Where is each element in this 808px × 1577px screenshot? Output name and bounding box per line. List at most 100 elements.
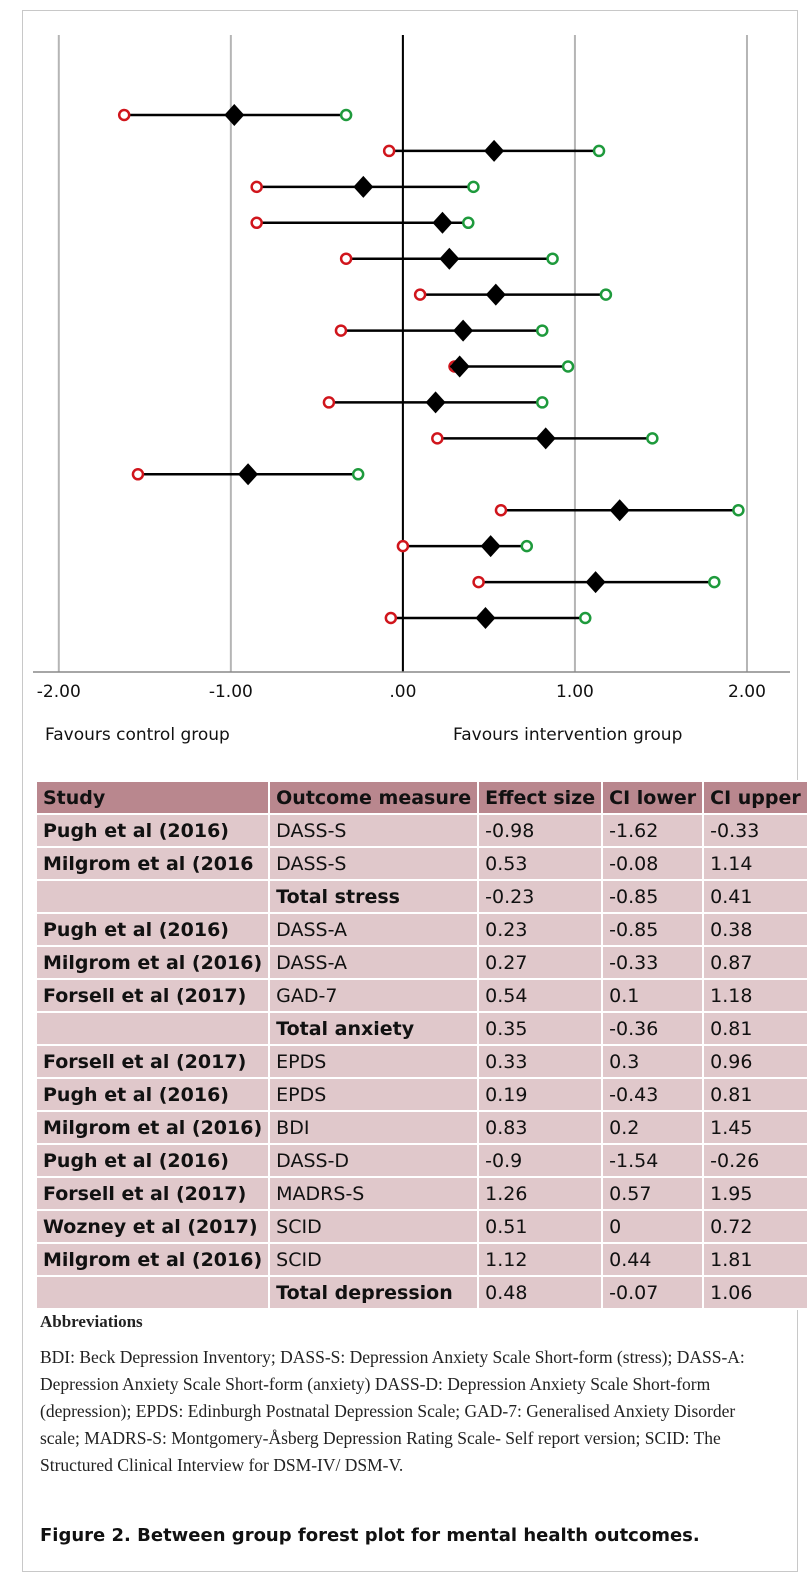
value-cell: 1.18 xyxy=(702,978,808,1013)
outcome-cell: Total anxiety xyxy=(268,1011,480,1046)
outcome-cell: MADRS-S xyxy=(268,1176,480,1211)
value-cell: 1.12 xyxy=(477,1242,604,1277)
table-row: Total stress -0.23 -0.85 0.41 xyxy=(34,879,808,914)
study-cell: Forsell et al (2017) xyxy=(34,978,271,1013)
value-cell: 0.44 xyxy=(601,1242,705,1277)
study-cell: Pugh et al (2016) xyxy=(34,912,271,947)
effect-diamond xyxy=(449,355,470,378)
ci-upper xyxy=(732,503,745,517)
value-cell: -0.43 xyxy=(601,1077,705,1112)
value-cell: -0.33 xyxy=(601,945,705,980)
ci-lower xyxy=(339,252,353,265)
value-cell: 0.23 xyxy=(477,912,604,947)
effect-diamond xyxy=(475,607,496,629)
table-row: Milgrom et al (2016) DASS-A 0.27 -0.33 0.87 xyxy=(34,945,808,980)
outcome-cell: SCID xyxy=(268,1209,480,1244)
ci-upper xyxy=(462,216,475,230)
effect-diamond xyxy=(432,211,453,234)
ci-upper xyxy=(520,539,534,553)
value-cell: 0.87 xyxy=(702,945,808,980)
value-cell: 1.45 xyxy=(702,1110,808,1145)
ci-upper xyxy=(599,288,613,301)
ci-upper xyxy=(592,144,606,158)
study-cell: Pugh et al (2016) xyxy=(34,1143,271,1178)
outcome-cell: Total stress xyxy=(268,879,480,914)
value-cell: 0.35 xyxy=(477,1011,604,1046)
ci-lower xyxy=(131,468,145,481)
value-cell: 0.38 xyxy=(702,912,808,947)
ci-upper xyxy=(579,611,592,625)
column-header: Outcome measure xyxy=(268,780,480,815)
value-cell: 0.81 xyxy=(702,1077,808,1112)
value-cell: -0.08 xyxy=(601,846,705,881)
ci-lower xyxy=(494,503,508,517)
ci-lower xyxy=(413,288,427,301)
table-row: Milgrom et al (2016 DASS-S 0.53 -0.08 1.14 xyxy=(34,846,808,881)
value-cell: -0.07 xyxy=(601,1275,705,1310)
value-cell: -0.98 xyxy=(477,813,604,848)
study-cell: Forsell et al (2017) xyxy=(34,1176,271,1211)
effect-diamond xyxy=(480,535,501,558)
notes: Abbreviations BDI: Beck Depression Inven… xyxy=(40,1312,770,1479)
outcome-cell: DASS-D xyxy=(268,1143,480,1178)
value-cell: -0.33 xyxy=(702,813,808,848)
ci-upper xyxy=(708,575,721,589)
effect-diamond xyxy=(484,139,505,162)
value-cell: -0.26 xyxy=(702,1143,808,1178)
table-row: Pugh et al (2016) DASS-S -0.98 -1.62 -0.33 xyxy=(34,813,808,848)
value-cell: 0.54 xyxy=(477,978,604,1013)
effect-diamond xyxy=(585,571,606,594)
effect-diamond xyxy=(238,463,259,486)
outcome-cell: DASS-S xyxy=(268,846,480,881)
notes-heading: Abbreviations xyxy=(40,1312,143,1331)
effect-diamond xyxy=(485,283,506,306)
table-row: Wozney et al (2017) SCID 0.51 0 0.72 xyxy=(34,1209,808,1244)
ci-lower xyxy=(322,396,336,409)
value-cell: 0.83 xyxy=(477,1110,604,1145)
effect-diamond xyxy=(439,247,460,270)
value-cell: 0.2 xyxy=(601,1110,705,1145)
header-row: Study Outcome measure Effect size CI lower C… xyxy=(34,780,808,815)
outcome-cell: SCID xyxy=(268,1242,480,1277)
study-cell: Milgrom et al (2016) xyxy=(34,945,271,980)
value-cell: 0.3 xyxy=(601,1044,705,1079)
ci-upper xyxy=(467,180,480,194)
x-tick-label: -2.00 xyxy=(37,682,81,702)
value-cell: 0.72 xyxy=(702,1209,808,1244)
value-cell: -0.23 xyxy=(477,879,604,914)
study-cell: Forsell et al (2017) xyxy=(34,1044,271,1079)
value-cell: -0.36 xyxy=(601,1011,705,1046)
ci-lower xyxy=(431,432,444,445)
ci-lower xyxy=(396,539,410,553)
table-row: Pugh et al (2016) DASS-D -0.9 -1.54 -0.26 xyxy=(34,1143,808,1178)
effect-diamond xyxy=(453,319,474,342)
outcome-cell: BDI xyxy=(268,1110,480,1145)
table-row: Forsell et al (2017) GAD-7 0.54 0.1 1.18 xyxy=(34,978,808,1013)
table-row: Total anxiety 0.35 -0.36 0.81 xyxy=(34,1011,808,1046)
study-cell xyxy=(34,879,271,914)
value-cell: 0 xyxy=(601,1209,705,1244)
outcome-cell: DASS-S xyxy=(268,813,480,848)
value-cell: 0.1 xyxy=(601,978,705,1013)
table-row: Total depression 0.48 -0.07 1.06 xyxy=(34,1275,808,1310)
study-cell: Milgrom et al (2016) xyxy=(34,1110,271,1145)
study-cell xyxy=(34,1011,271,1046)
ci-lower xyxy=(250,180,263,194)
x-tick-label: 2.00 xyxy=(728,682,766,702)
ci-upper xyxy=(351,468,365,481)
ci-upper xyxy=(646,432,659,445)
column-header: CI upper xyxy=(702,780,808,815)
x-tick-label: -1.00 xyxy=(209,682,253,702)
table-row: Pugh et al (2016) EPDS 0.19 -0.43 0.81 xyxy=(34,1077,808,1112)
value-cell: 1.14 xyxy=(702,846,808,881)
column-header: Effect size xyxy=(477,780,604,815)
ci-lower xyxy=(382,144,396,158)
study-cell: Milgrom et al (2016) xyxy=(34,1242,271,1277)
ci-lower xyxy=(117,108,131,122)
table-row: Milgrom et al (2016) BDI 0.83 0.2 1.45 xyxy=(34,1110,808,1145)
ci-upper xyxy=(536,324,549,337)
value-cell: 1.26 xyxy=(477,1176,604,1211)
outcome-cell: EPDS xyxy=(268,1077,480,1112)
ci-lower xyxy=(384,611,398,625)
table-row: Milgrom et al (2016) SCID 1.12 0.44 1.81 xyxy=(34,1242,808,1277)
